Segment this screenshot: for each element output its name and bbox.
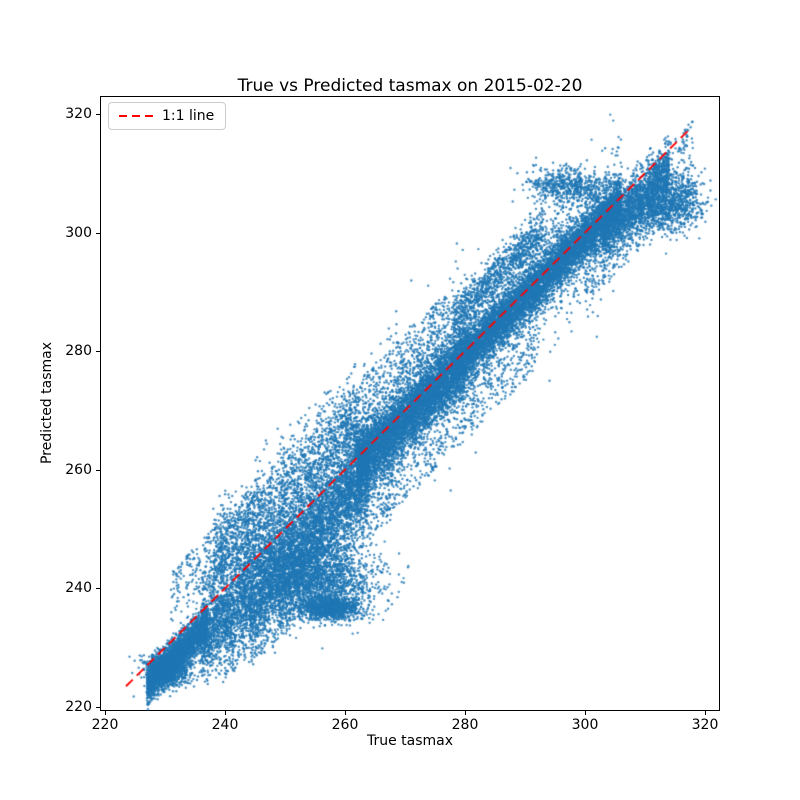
y-tick-label: 220	[65, 699, 92, 715]
x-tick-mark	[585, 711, 586, 715]
x-tick-label: 240	[211, 717, 239, 733]
y-tick-label: 240	[65, 580, 92, 597]
x-tick-mark	[705, 711, 706, 715]
x-tick-label: 320	[691, 717, 719, 733]
x-tick-mark	[465, 711, 466, 715]
x-axis-label: True tasmax	[366, 733, 454, 749]
legend: 1:1 line	[108, 102, 227, 130]
legend-label: 1:1 line	[162, 108, 215, 124]
chart-title: True vs Predicted tasmax on 2015-02-20	[237, 76, 583, 96]
y-tick-label: 260	[65, 461, 92, 478]
x-tick-label: 300	[571, 717, 599, 733]
x-tick-label: 260	[331, 717, 359, 733]
y-tick-label: 280	[65, 343, 92, 360]
y-tick-mark	[96, 114, 100, 115]
x-tick-mark	[105, 711, 106, 715]
y-tick-mark	[96, 707, 100, 708]
x-tick-mark	[225, 711, 226, 715]
y-tick-mark	[96, 469, 100, 471]
x-tick-label: 220	[91, 717, 119, 733]
x-tick-label: 280	[451, 717, 479, 733]
y-tick-mark	[96, 351, 100, 353]
dashed-line-sample-icon	[119, 115, 153, 117]
y-tick-label: 300	[65, 224, 92, 241]
y-tick-label: 320	[65, 106, 92, 122]
x-tick-mark	[345, 711, 346, 715]
scatter-canvas	[100, 96, 720, 711]
y-tick-mark	[96, 588, 100, 590]
y-axis-label: Predicted tasmax	[39, 341, 55, 465]
y-tick-mark	[96, 232, 100, 234]
